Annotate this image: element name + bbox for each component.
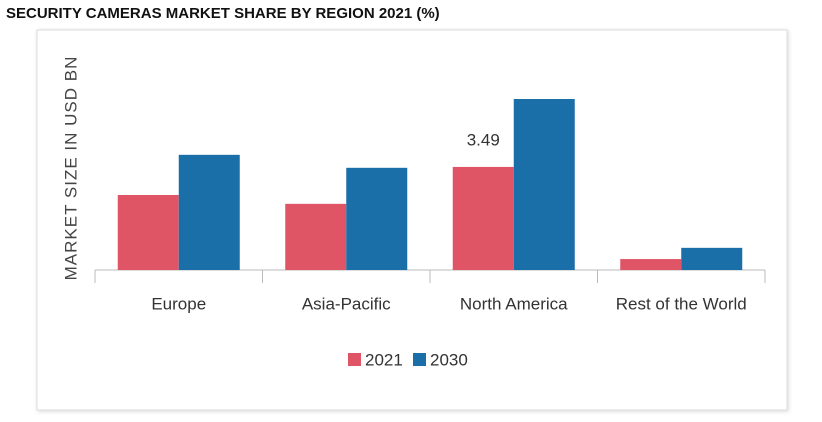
bar [346,167,408,270]
x-tick-label: Rest of the World [616,294,747,313]
legend-swatch [413,353,426,366]
x-tick-label: Europe [151,294,206,313]
x-tick-label: Asia-Pacific [302,294,391,313]
bar [620,259,682,270]
bar [513,99,575,270]
x-tick-label: North America [460,294,568,313]
legend-label: 2030 [430,350,468,369]
legend-swatch [348,353,361,366]
bar [117,194,179,270]
legend-label: 2021 [365,350,403,369]
chart-title: SECURITY CAMERAS MARKET SHARE BY REGION … [6,5,440,22]
data-label: 3.49 [467,130,500,149]
bar [285,203,347,270]
bar [681,247,743,270]
bar [452,166,514,270]
bar [178,154,240,270]
y-axis-label: MARKET SIZE IN USD BN [61,56,80,281]
